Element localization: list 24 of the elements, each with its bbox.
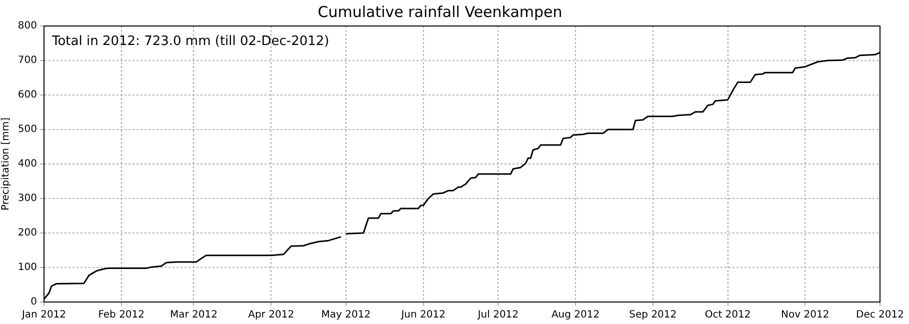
annotation: Total in 2012: 723.0 mm (till 02-Dec-2012): [51, 34, 330, 49]
y-tick-label: 100: [18, 262, 37, 274]
y-tick-label: 200: [18, 228, 37, 239]
x-tick-label: Mar 2012: [170, 310, 218, 321]
x-tick-label: Oct 2012: [704, 310, 751, 321]
y-tick-label: 400: [18, 158, 37, 170]
y-axis-title: Precipitation [mm]: [0, 117, 12, 210]
x-tick-label: Aug 2012: [551, 310, 600, 321]
y-tick-label: 300: [18, 193, 37, 204]
y-tick-label: 600: [18, 90, 37, 101]
y-tick-label: 0: [30, 296, 37, 308]
x-tick-label: Jun 2012: [400, 310, 446, 321]
x-tick-label: Nov 2012: [781, 310, 830, 321]
x-tick-label: Dec 2012: [856, 310, 904, 321]
x-tick-label: Jan 2012: [20, 310, 66, 321]
chart-title: Cumulative rainfall Veenkampen: [318, 2, 562, 21]
x-tick-label: Feb 2012: [98, 310, 145, 321]
y-tick-label: 700: [18, 55, 37, 66]
y-tick-label: 800: [18, 20, 37, 32]
x-tick-label: Apr 2012: [248, 310, 294, 321]
x-tick-label: Sep 2012: [629, 310, 677, 321]
x-tick-label: May 2012: [321, 310, 371, 321]
x-tick-label: Jul 2012: [476, 310, 519, 321]
y-tick-label: 500: [18, 124, 37, 136]
